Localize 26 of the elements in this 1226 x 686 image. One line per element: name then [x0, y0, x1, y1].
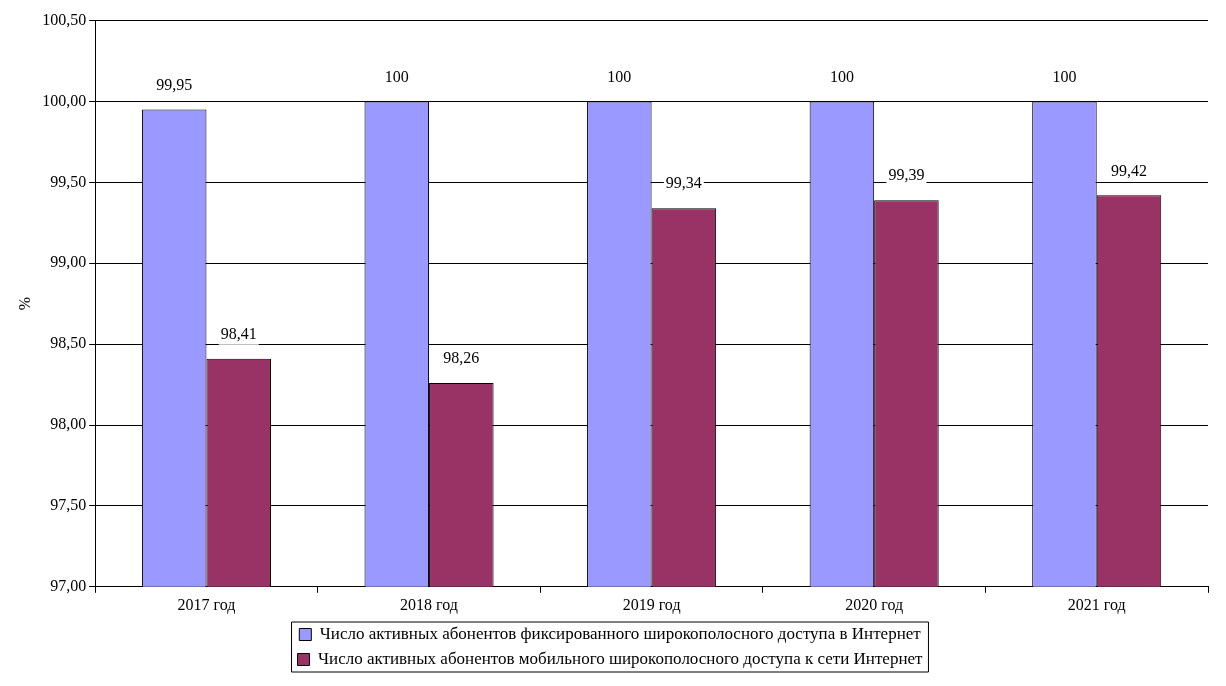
y-tick-label: 97,50 — [50, 496, 87, 514]
data-label: 98,41 — [220, 324, 257, 342]
data-label: 99,95 — [156, 75, 193, 93]
data-label: 99,34 — [665, 174, 702, 192]
data-label: 100 — [384, 67, 409, 85]
y-tick-label: 99,50 — [50, 172, 87, 190]
x-tick-label: 2019 год — [622, 595, 681, 614]
legend-label: Число активных абонентов фиксированного широкополосного доступа в Интернет — [319, 623, 922, 643]
data-label: 100 — [829, 67, 854, 85]
x-tick-label: 2020 год — [845, 595, 904, 614]
y-tick-label: 97,00 — [50, 577, 87, 594]
y-tick-label: 100,00 — [42, 91, 87, 109]
y-tick-label: 99,00 — [50, 253, 87, 271]
y-tick-label: 100,50 — [42, 10, 87, 28]
y-tick-label: 98,50 — [50, 334, 87, 352]
data-label: 100 — [1052, 67, 1077, 85]
y-tick-label: 98,00 — [50, 415, 87, 433]
x-tick-label: 2017 год — [177, 595, 236, 614]
x-tick-label: 2021 год — [1067, 595, 1126, 614]
data-label: 99,42 — [1110, 161, 1147, 179]
legend-label: Число активных абонентов мобильного широкополосного доступа к сети Интернет — [318, 648, 924, 668]
y-axis-title: % — [15, 297, 33, 311]
x-tick-label: 2018 год — [400, 595, 458, 614]
data-label: 100 — [607, 67, 632, 85]
data-label: 99,39 — [888, 166, 925, 184]
data-label: 98,26 — [443, 349, 480, 367]
